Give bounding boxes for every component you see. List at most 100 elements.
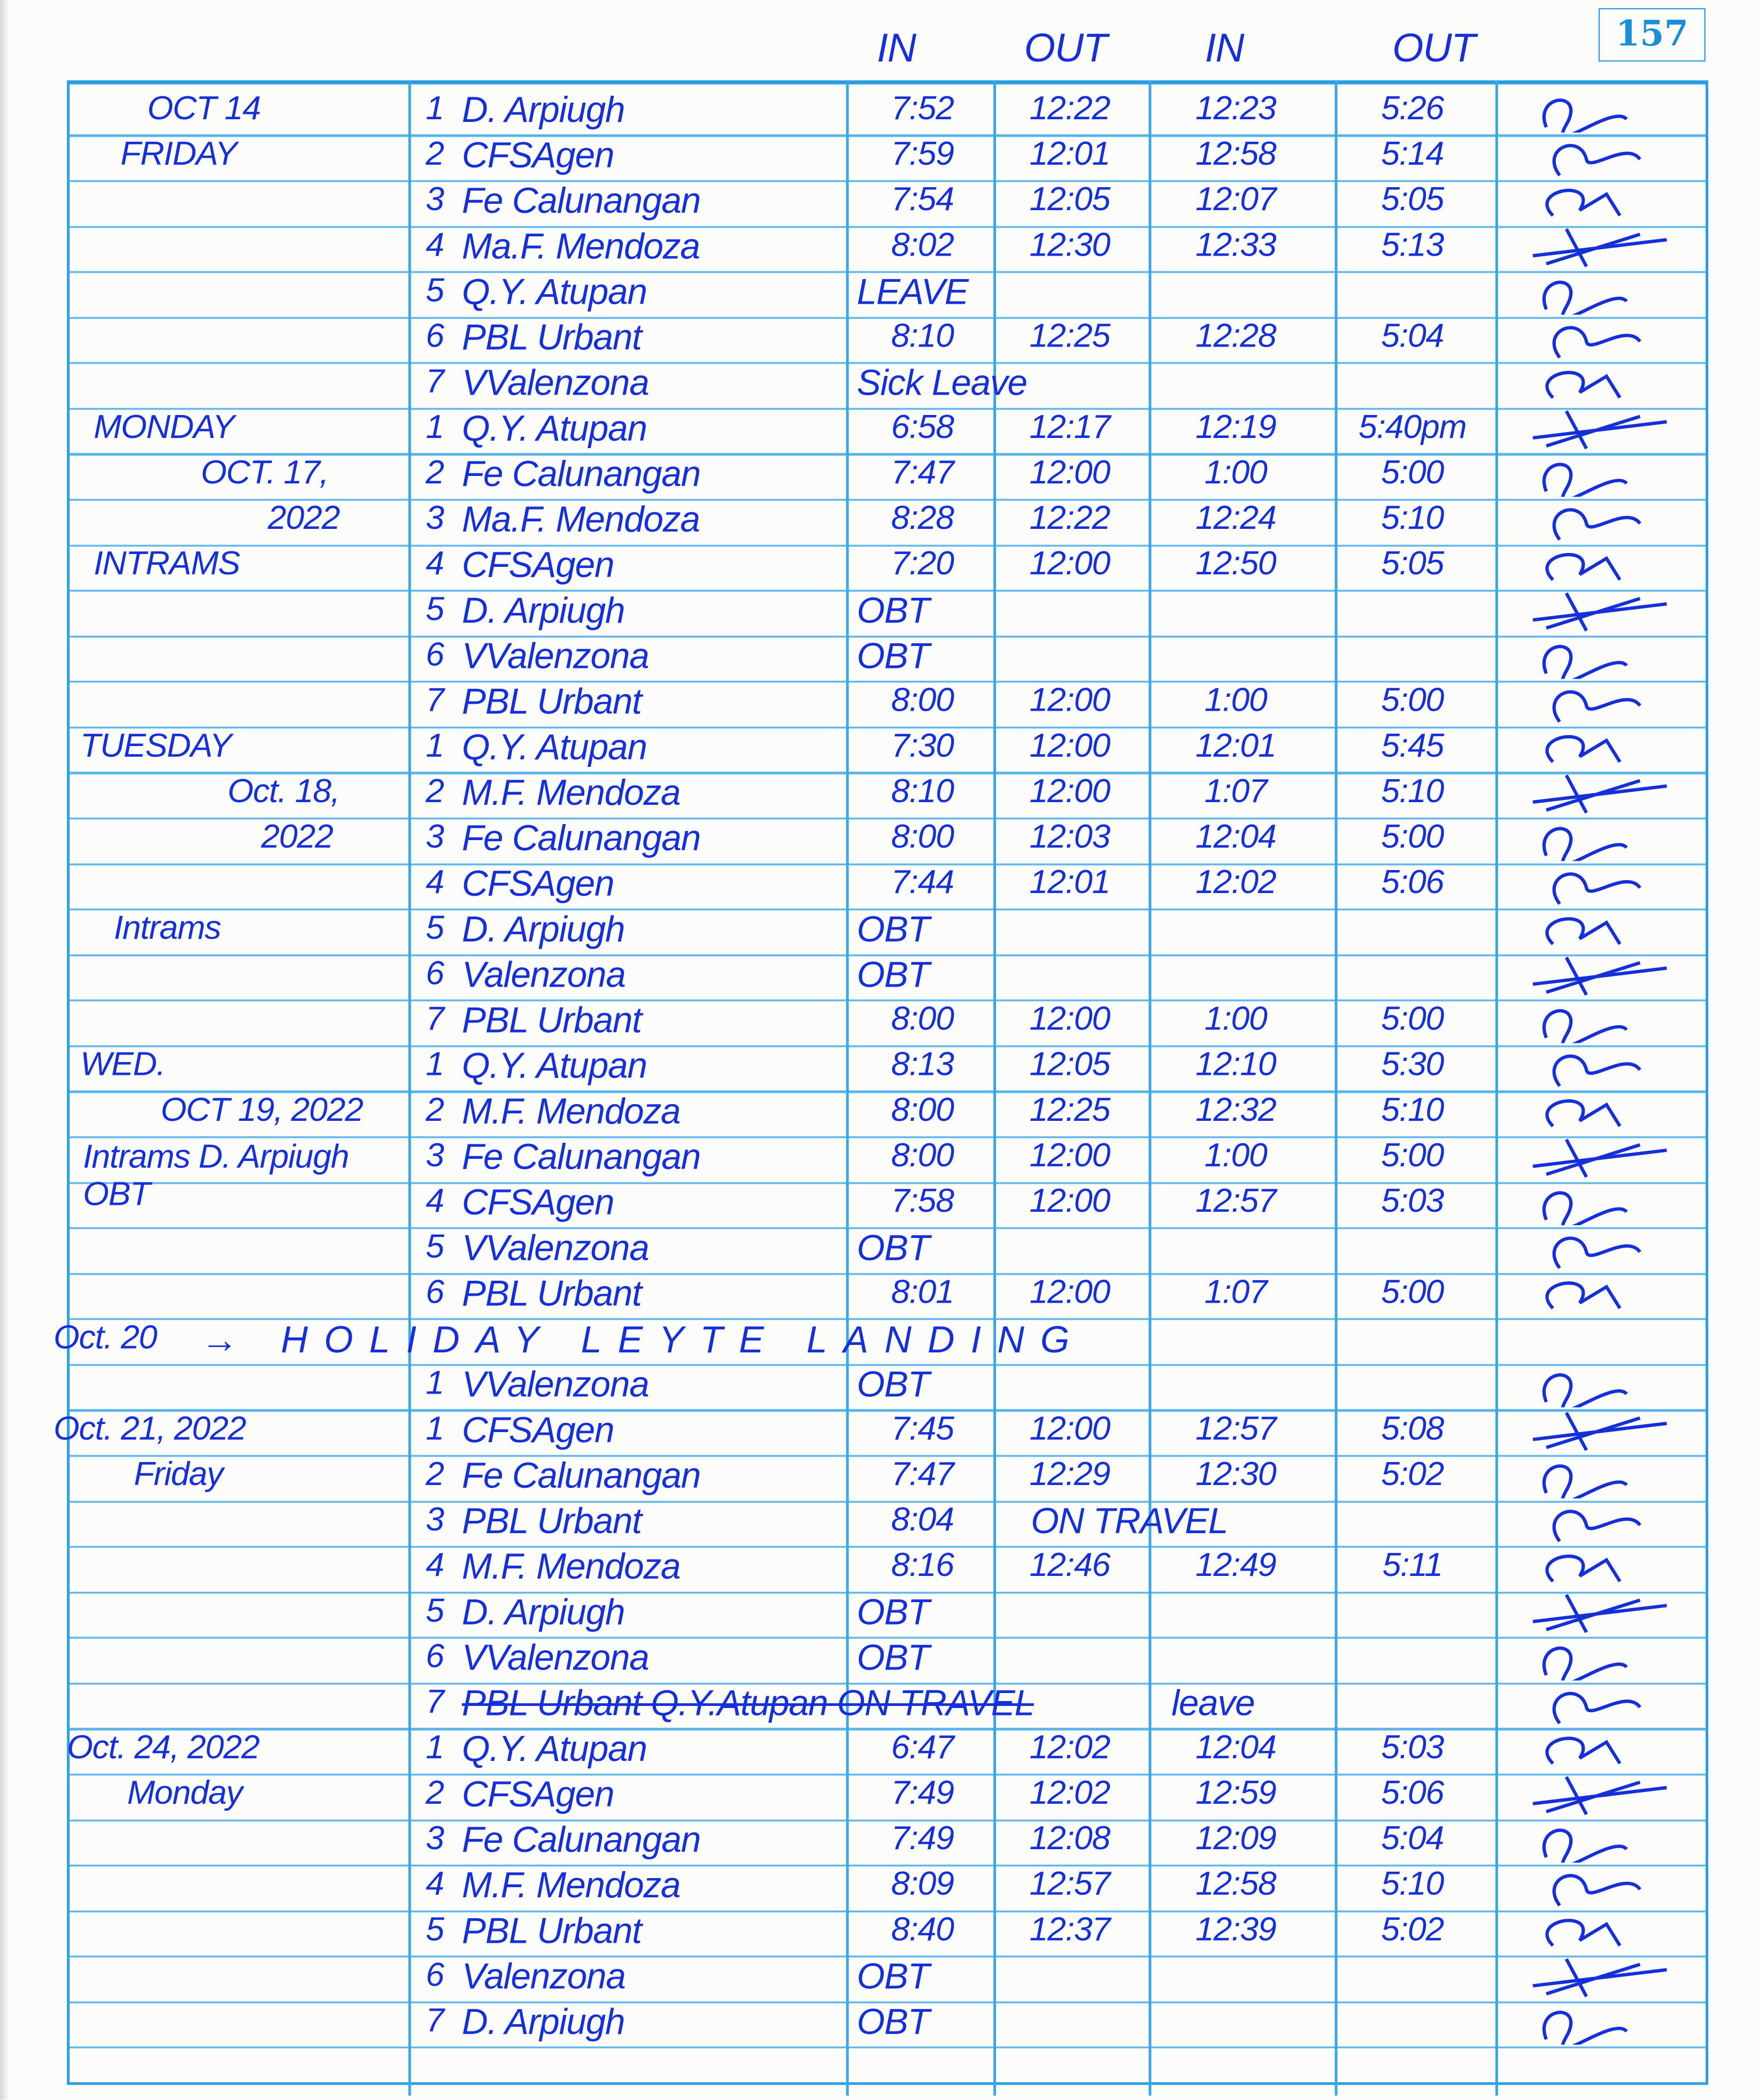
time-out1: 12:00 [1029, 727, 1110, 765]
signature [1545, 1919, 1622, 1947]
entry-name: PBL Urbant [461, 1911, 642, 1951]
time-out2: 5:05 [1381, 545, 1444, 583]
time-in1: 8:09 [891, 1865, 954, 1903]
time-out2: 5:13 [1381, 226, 1444, 264]
time-in2: 12:33 [1195, 226, 1277, 264]
time-in1: 8:00 [891, 681, 954, 719]
status-text: LEAVE [857, 272, 969, 312]
time-out1: 12:00 [1029, 681, 1110, 719]
time-in1: 7:59 [891, 135, 954, 173]
time-out1: 12:05 [1029, 1045, 1110, 1083]
status-text: OBT [857, 2002, 930, 2042]
time-out2: 5:45 [1381, 727, 1444, 765]
time-in1: 7:44 [891, 864, 954, 902]
day-date: Oct. 18, [227, 772, 340, 810]
day-date: OCT. 17, [200, 453, 329, 491]
entry-number: 3 [426, 1501, 444, 1539]
entry-name: CFSAgen [461, 1410, 615, 1450]
entry-number: 7 [426, 1000, 444, 1038]
status-text: OBT [857, 1592, 930, 1633]
entry-name: VValenzona [461, 1364, 650, 1405]
entry-name: PBL Urbant [461, 1273, 642, 1314]
day-weekday: FRIDAY [120, 135, 237, 173]
signature [1545, 1281, 1622, 1310]
time-out1: 12:25 [1029, 317, 1110, 355]
time-in2: 12:07 [1195, 181, 1277, 219]
time-out1: 12:46 [1029, 1547, 1110, 1584]
signature [1545, 553, 1622, 581]
signature [1542, 644, 1628, 679]
signature [1542, 98, 1628, 133]
time-in1: 8:01 [891, 1273, 954, 1311]
time-in1: 7:47 [891, 453, 954, 491]
time-in2: 12:04 [1195, 1728, 1277, 1766]
entry-number: 6 [426, 955, 444, 993]
entry-number: 5 [426, 590, 444, 628]
entry-name: Ma.F. Mendoza [461, 499, 700, 540]
time-in1: 8:10 [891, 317, 954, 355]
signature [1542, 2011, 1628, 2045]
time-out2: 5:40pm [1359, 408, 1467, 446]
signature [1545, 917, 1622, 945]
time-out2: 5:03 [1381, 1728, 1444, 1766]
time-out2: 5:06 [1381, 1774, 1444, 1812]
time-out1: 12:05 [1029, 181, 1110, 219]
entry-name: D. Arpiugh [461, 89, 626, 130]
header-out-am: OUT [1024, 27, 1108, 71]
time-in2: 12:10 [1195, 1045, 1277, 1083]
column-divider [1495, 80, 1498, 2096]
day-year: 2022 [267, 499, 341, 537]
entry-number: 4 [426, 1865, 444, 1903]
entry-name: Q.Y. Atupan [461, 272, 647, 312]
signature [1532, 1958, 1667, 1997]
entry-name: Q.Y. Atupan [461, 727, 647, 767]
day-date: OCT 19, 2022 [160, 1091, 363, 1129]
status-text: OBT [857, 590, 930, 631]
time-out1: 12:57 [1029, 1865, 1110, 1903]
time-in2: 12:02 [1195, 864, 1277, 902]
time-out1: 12:17 [1029, 408, 1110, 446]
signature [1542, 1828, 1628, 1863]
time-in1: 8:02 [891, 226, 954, 264]
time-in1: 7:52 [891, 89, 954, 127]
entry-number: 4 [426, 545, 444, 583]
time-out1: 12:00 [1029, 1000, 1110, 1038]
entry-number: 1 [426, 89, 444, 127]
header-out-pm: OUT [1392, 27, 1476, 71]
entry-name: Fe Calunangan [461, 1136, 701, 1178]
entry-number: 7 [426, 681, 444, 719]
signature [1545, 189, 1622, 217]
page-spine [0, 0, 9, 2100]
time-out1: 12:00 [1029, 545, 1110, 583]
signature [1532, 1594, 1667, 1633]
entry-name: VValenzona [461, 1637, 650, 1678]
signature [1532, 592, 1667, 632]
time-in1: 8:00 [891, 1136, 954, 1175]
entry-number: 1 [426, 1364, 444, 1402]
status-text: OBT [857, 955, 930, 995]
entry-name: M.F. Mendoza [461, 1865, 681, 1906]
time-out2: 5:10 [1381, 1865, 1444, 1903]
signature [1542, 1646, 1628, 1681]
time-out2: 5:06 [1381, 864, 1444, 902]
time-out1: 12:00 [1029, 1273, 1110, 1311]
signature [1542, 1191, 1628, 1226]
entry-name: Fe Calunangan [461, 181, 701, 221]
time-out2: 5:00 [1381, 818, 1444, 856]
entry-number: 2 [426, 1774, 444, 1812]
time-out2: 5:00 [1381, 1136, 1444, 1175]
signature [1542, 280, 1628, 315]
signature [1542, 1009, 1628, 1043]
entry-number: 6 [426, 317, 444, 355]
entry-name: CFSAgen [461, 1182, 615, 1223]
header-in-am: IN [877, 27, 916, 71]
time-in2: 12:50 [1195, 545, 1277, 583]
entry-name: PBL Urbant [461, 1000, 642, 1041]
entry-number: 7 [426, 1683, 444, 1721]
signature [1532, 1412, 1667, 1451]
entry-name: Fe Calunangan [461, 1455, 701, 1496]
entry-name: Q.Y. Atupan [461, 1728, 647, 1769]
entry-name: M.F. Mendoza [461, 1547, 681, 1587]
time-in1: 7:49 [891, 1819, 954, 1858]
